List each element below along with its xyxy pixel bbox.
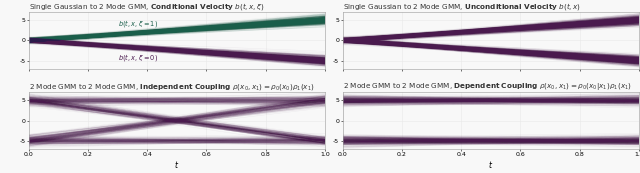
Text: 2 Mode GMM to 2 Mode GMM, $\mathbf{Independent\ Coupling}$ $\rho(x_0,x_1) = \rho: 2 Mode GMM to 2 Mode GMM, $\mathbf{Indep…: [29, 82, 315, 92]
Text: 2 Mode GMM to 2 Mode GMM, $\mathbf{Dependent\ Coupling}$ $\rho(x_0,x_1) = \rho_0: 2 Mode GMM to 2 Mode GMM, $\mathbf{Depen…: [342, 81, 632, 92]
Text: $b(t,x,\xi=1)$: $b(t,x,\xi=1)$: [118, 17, 158, 29]
X-axis label: $t$: $t$: [174, 159, 179, 170]
Text: $b(t,x,\xi=0)$: $b(t,x,\xi=0)$: [118, 52, 158, 63]
Text: Single Gaussian to 2 Mode GMM, $\mathbf{Unconditional\ Velocity}$ $b(t,x)$: Single Gaussian to 2 Mode GMM, $\mathbf{…: [342, 1, 581, 12]
X-axis label: $t$: $t$: [488, 159, 493, 170]
Text: Single Gaussian to 2 Mode GMM, $\mathbf{Conditional\ Velocity}$ $b(t,x,\xi)$: Single Gaussian to 2 Mode GMM, $\mathbf{…: [29, 1, 265, 12]
